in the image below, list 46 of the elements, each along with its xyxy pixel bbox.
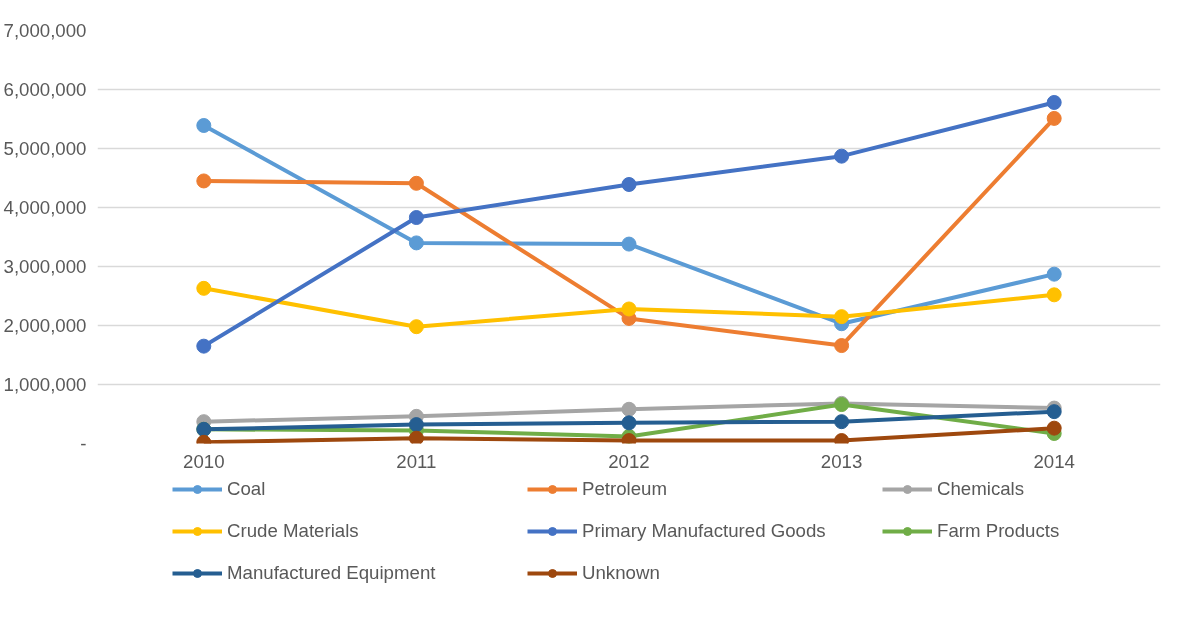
y-tick-label: 3,000,000 [3,256,87,277]
x-tick-label: 2010 [183,450,225,472]
y-tick-label: 6,000,000 [3,79,87,100]
x-tick-label: 2013 [820,450,863,472]
point [408,319,424,335]
y-tick-label: 5,000,000 [3,138,87,159]
legend-label: Primary Manufactured Goods [582,520,827,542]
point [408,235,424,251]
point [1046,94,1062,110]
legend-label: Coal [227,478,267,500]
legend-label: Petroleum [582,478,669,500]
legend-label: Farm Products [937,520,1061,542]
x-tick-label: 2012 [608,450,650,472]
y-tick-label: - [80,433,87,454]
point [196,338,212,354]
x-tick-label: 2011 [396,450,437,472]
point [1046,287,1062,303]
y-tick-label: 7,000,000 [3,20,87,41]
point [621,236,637,252]
point [408,175,424,191]
legend-label: Manufactured Equipment [227,562,437,584]
point [621,401,637,417]
y-tick-label: 4,000,000 [3,197,87,218]
point [621,301,637,317]
point [408,430,424,444]
point [621,415,637,431]
point [834,148,850,164]
point [196,173,212,189]
point [1046,404,1062,420]
point [621,177,637,192]
y-tick-label: 2,000,000 [3,315,87,336]
point [196,280,212,296]
legend-label: Chemicals [937,478,1026,500]
point [1046,110,1062,126]
point [834,309,850,325]
point [196,118,212,133]
point [1046,420,1062,436]
point [834,338,850,354]
point [1046,266,1062,282]
legend-label: Unknown [582,562,661,584]
y-tick-label: 1,000,000 [3,374,87,395]
legend-label: Crude Materials [227,520,360,542]
point [408,210,424,226]
point [834,414,850,430]
point [408,417,424,433]
x-tick-label: 2014 [1033,450,1075,472]
